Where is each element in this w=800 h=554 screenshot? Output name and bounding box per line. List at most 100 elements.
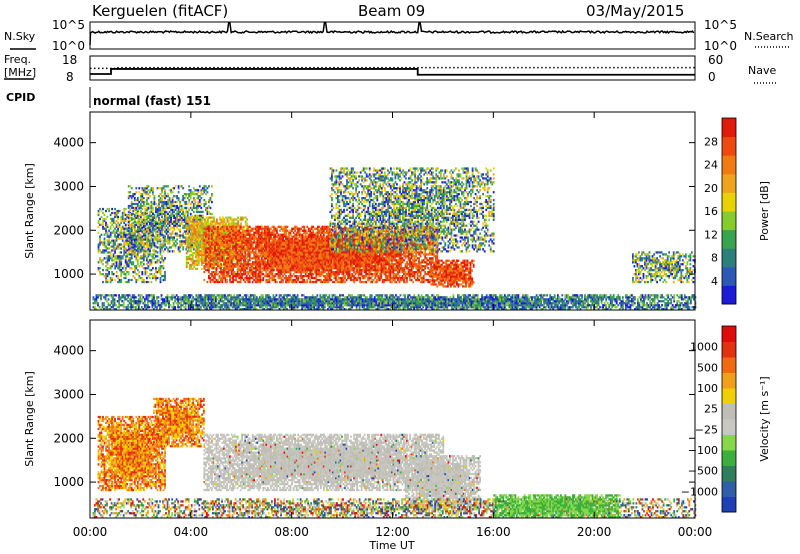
range-gate-cell — [265, 265, 267, 267]
range-gate-cell — [178, 197, 180, 199]
range-gate-cell — [119, 257, 121, 259]
range-gate-cell — [224, 220, 226, 222]
nave-tick-top: 60 — [708, 53, 723, 67]
range-gate-cell — [179, 231, 181, 233]
range-gate-cell — [132, 261, 134, 263]
range-gate-cell — [179, 205, 181, 207]
range-gate-cell — [173, 227, 175, 229]
range-gate-cell — [214, 257, 216, 259]
range-gate-cell — [204, 222, 206, 224]
range-gate-cell — [111, 277, 113, 279]
range-gate-cell — [120, 261, 122, 263]
range-gate-cell — [265, 261, 267, 263]
range-gate-cell — [141, 271, 143, 273]
range-gate-cell — [188, 185, 190, 187]
range-gate-cell — [137, 279, 139, 281]
range-gate-cell — [291, 230, 293, 232]
range-gate-cell — [290, 230, 292, 232]
range-gate-cell — [265, 247, 267, 249]
range-gate-cell — [229, 245, 231, 247]
range-gate-cell — [219, 245, 221, 247]
range-gate-cell — [104, 238, 106, 240]
range-gate-cell — [167, 236, 169, 238]
range-gate-cell — [243, 245, 245, 247]
range-gate-cell — [222, 257, 224, 259]
range-gate-cell — [229, 279, 231, 281]
range-gate-cell — [108, 238, 110, 240]
range-gate-cell — [117, 212, 119, 214]
range-gate-cell — [131, 253, 133, 255]
range-gate-cell — [105, 245, 107, 247]
range-gate-cell — [132, 207, 134, 209]
range-gate-cell — [119, 261, 121, 263]
range-gate-cell — [302, 271, 304, 273]
range-gate-cell — [146, 257, 148, 259]
freq-label-1: Freq. — [4, 53, 31, 66]
range-gate-cell — [202, 215, 204, 217]
range-gate-cell — [237, 222, 239, 224]
range-gate-cell — [314, 271, 316, 273]
freq-strip: Freq. [MHz] 18 8 60 0 Nave — [4, 53, 776, 84]
range-gate-cell — [216, 259, 218, 261]
range-gate-cell — [119, 243, 121, 245]
range-gate-cell — [107, 240, 109, 242]
range-gate-cell — [210, 265, 212, 267]
range-gate-cell — [181, 223, 183, 225]
range-gate-cell — [104, 251, 106, 253]
range-gate-cell — [145, 253, 147, 255]
range-gate-cell — [146, 242, 148, 244]
range-gate-cell — [119, 238, 121, 240]
cpid-value: normal (fast) 151 — [93, 94, 211, 108]
range-gate-cell — [108, 210, 110, 212]
range-gate-cell — [235, 257, 237, 259]
range-gate-cell — [164, 275, 166, 277]
range-gate-cell — [113, 230, 115, 232]
range-gate-cell — [176, 195, 178, 197]
range-gate-cell — [204, 224, 206, 226]
range-gate-cell — [182, 209, 184, 211]
range-gate-cell — [188, 199, 190, 201]
range-gate-cell — [161, 211, 163, 213]
range-gate-cell — [108, 273, 110, 275]
range-gate-cell — [148, 197, 150, 199]
range-gate-cell — [119, 251, 121, 253]
range-gate-cell — [290, 238, 292, 240]
range-gate-cell — [129, 236, 131, 238]
range-gate-cell — [143, 197, 145, 199]
range-gate-cell — [111, 271, 113, 273]
range-gate-cell — [137, 209, 139, 211]
range-gate-cell — [303, 226, 305, 228]
range-gate-cell — [137, 212, 139, 214]
range-gate-cell — [229, 238, 231, 240]
range-gate-cell — [217, 279, 219, 281]
range-gate-cell — [179, 229, 181, 231]
freq-tick-bottom: 8 — [66, 70, 74, 84]
range-gate-cell — [229, 251, 231, 253]
range-gate-cell — [137, 197, 139, 199]
range-gate-cell — [148, 265, 150, 267]
range-gate-cell — [178, 191, 180, 193]
range-gate-cell — [179, 203, 181, 205]
range-gate-cell — [131, 261, 133, 263]
range-gate-cell — [143, 217, 145, 219]
range-gate-cell — [189, 222, 191, 224]
range-gate-cell — [157, 211, 159, 213]
range-gate-cell — [143, 253, 145, 255]
range-gate-cell — [276, 232, 278, 234]
range-gate-cell — [293, 273, 295, 275]
range-gate-cell — [190, 203, 192, 205]
range-gate-cell — [290, 251, 292, 253]
range-gate-cell — [175, 244, 177, 246]
range-gate-cell — [241, 265, 243, 267]
range-gate-cell — [185, 195, 187, 197]
range-gate-cell — [200, 197, 202, 199]
range-gate-cell — [222, 243, 224, 245]
range-gate-cell — [132, 225, 134, 227]
range-gate-cell — [145, 189, 147, 191]
range-gate-cell — [192, 256, 194, 258]
range-gate-cell — [282, 238, 284, 240]
range-gate-cell — [111, 224, 113, 226]
range-gate-cell — [185, 201, 187, 203]
range-gate-cell — [198, 262, 200, 264]
range-gate-cell — [143, 257, 145, 259]
